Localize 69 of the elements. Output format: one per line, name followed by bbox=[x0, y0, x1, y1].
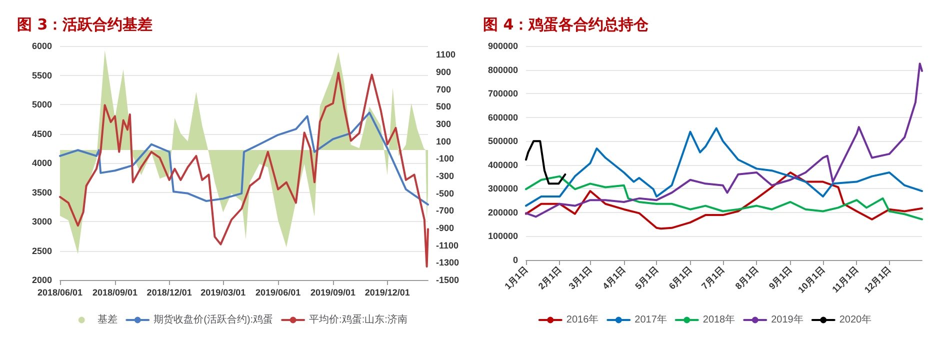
x-tick-label: 5月1日 bbox=[633, 264, 660, 292]
x-tick-label: 2019/12/01 bbox=[364, 288, 410, 298]
x-tick-label: 2018/12/01 bbox=[146, 288, 192, 298]
x-tick-label: 12月1日 bbox=[862, 264, 893, 295]
y2-tick-label: -500 bbox=[436, 188, 454, 198]
chart-title: 图 3：活跃合约基差 bbox=[17, 16, 153, 34]
legend-label: 2020年 bbox=[839, 314, 872, 326]
legend-label: 2016年 bbox=[566, 314, 599, 326]
x-tick-label: 11月1日 bbox=[830, 264, 860, 295]
y-tick-label: 400000 bbox=[488, 160, 518, 170]
chart-title: 图 4：鸡蛋各合约总持仓 bbox=[483, 16, 650, 34]
legend-label: 平均价:鸡蛋:山东:济南 bbox=[309, 314, 408, 326]
line-series bbox=[59, 72, 429, 268]
y-tick-label: 500000 bbox=[488, 136, 518, 146]
y-tick-label: 0 bbox=[512, 255, 518, 265]
x-tick-label: 2019/06/01 bbox=[256, 288, 301, 298]
x-tick-label: 1月1日 bbox=[502, 264, 530, 292]
y2-tick-label: -300 bbox=[436, 171, 454, 181]
y-tick-label: 200000 bbox=[488, 207, 518, 218]
x-tick-label: 4月1日 bbox=[600, 264, 628, 292]
y2-tick-label: 500 bbox=[436, 102, 452, 112]
y-tick-label: 2000 bbox=[32, 275, 52, 285]
x-tick-label: 2019/03/01 bbox=[200, 288, 246, 298]
y-tick-label: 5000 bbox=[32, 100, 52, 110]
y2-tick-label: -700 bbox=[436, 206, 454, 216]
line-series bbox=[525, 127, 923, 207]
y2-tick-label: 300 bbox=[436, 119, 452, 129]
legend-label: 2017年 bbox=[634, 314, 667, 326]
line-series bbox=[525, 172, 923, 230]
y-tick-label: 3000 bbox=[32, 216, 52, 226]
y-tick-label: 700000 bbox=[488, 88, 518, 99]
x-tick-label: 3月1日 bbox=[566, 264, 594, 292]
x-tick-label: 7月1日 bbox=[700, 264, 726, 292]
y-tick-label: 6000 bbox=[32, 41, 52, 51]
x-tick-label: 2018/06/01 bbox=[37, 288, 83, 298]
legend-label: 基差 bbox=[98, 314, 118, 326]
line-series bbox=[525, 140, 566, 185]
line-series bbox=[525, 62, 923, 218]
y-tick-label: 100000 bbox=[488, 231, 518, 242]
legend-label: 2019年 bbox=[771, 314, 804, 326]
y-tick-label: 3500 bbox=[32, 187, 52, 198]
x-tick-label: 10月1日 bbox=[796, 264, 827, 295]
y2-tick-label: -1300 bbox=[436, 258, 460, 268]
x-tick-label: 9月1日 bbox=[767, 264, 794, 292]
y-tick-label: 800000 bbox=[488, 64, 518, 75]
y-tick-label: 600000 bbox=[488, 112, 518, 122]
y-tick-label: 300000 bbox=[488, 184, 518, 194]
y2-tick-label: -100 bbox=[436, 154, 454, 164]
y2-tick-label: -900 bbox=[436, 223, 454, 233]
x-tick-label: 2月1日 bbox=[536, 264, 564, 292]
x-tick-label: 2019/09/01 bbox=[310, 288, 356, 298]
y2-tick-label: -1100 bbox=[436, 240, 459, 250]
x-tick-label: 2018/09/01 bbox=[92, 288, 138, 298]
y-tick-label: 900000 bbox=[488, 41, 518, 51]
y-tick-label: 4000 bbox=[32, 158, 52, 168]
y2-tick-label: 100 bbox=[436, 136, 452, 146]
x-tick-label: 6月1日 bbox=[666, 264, 694, 292]
line-series bbox=[59, 112, 429, 206]
legend-label: 2018年 bbox=[702, 314, 736, 326]
y-tick-label: 4500 bbox=[32, 128, 52, 139]
y-tick-label: 2500 bbox=[32, 246, 52, 256]
y2-tick-label: 1100 bbox=[436, 50, 456, 60]
y2-tick-label: -1500 bbox=[436, 275, 460, 285]
x-tick-label: 8月1日 bbox=[733, 264, 760, 292]
y2-tick-label: 700 bbox=[436, 84, 452, 94]
y2-tick-label: 900 bbox=[436, 67, 452, 77]
line-series bbox=[525, 175, 923, 220]
y-tick-label: 5500 bbox=[32, 70, 52, 80]
legend-label: 期货收盘价(活跃合约):鸡蛋 bbox=[154, 314, 274, 326]
